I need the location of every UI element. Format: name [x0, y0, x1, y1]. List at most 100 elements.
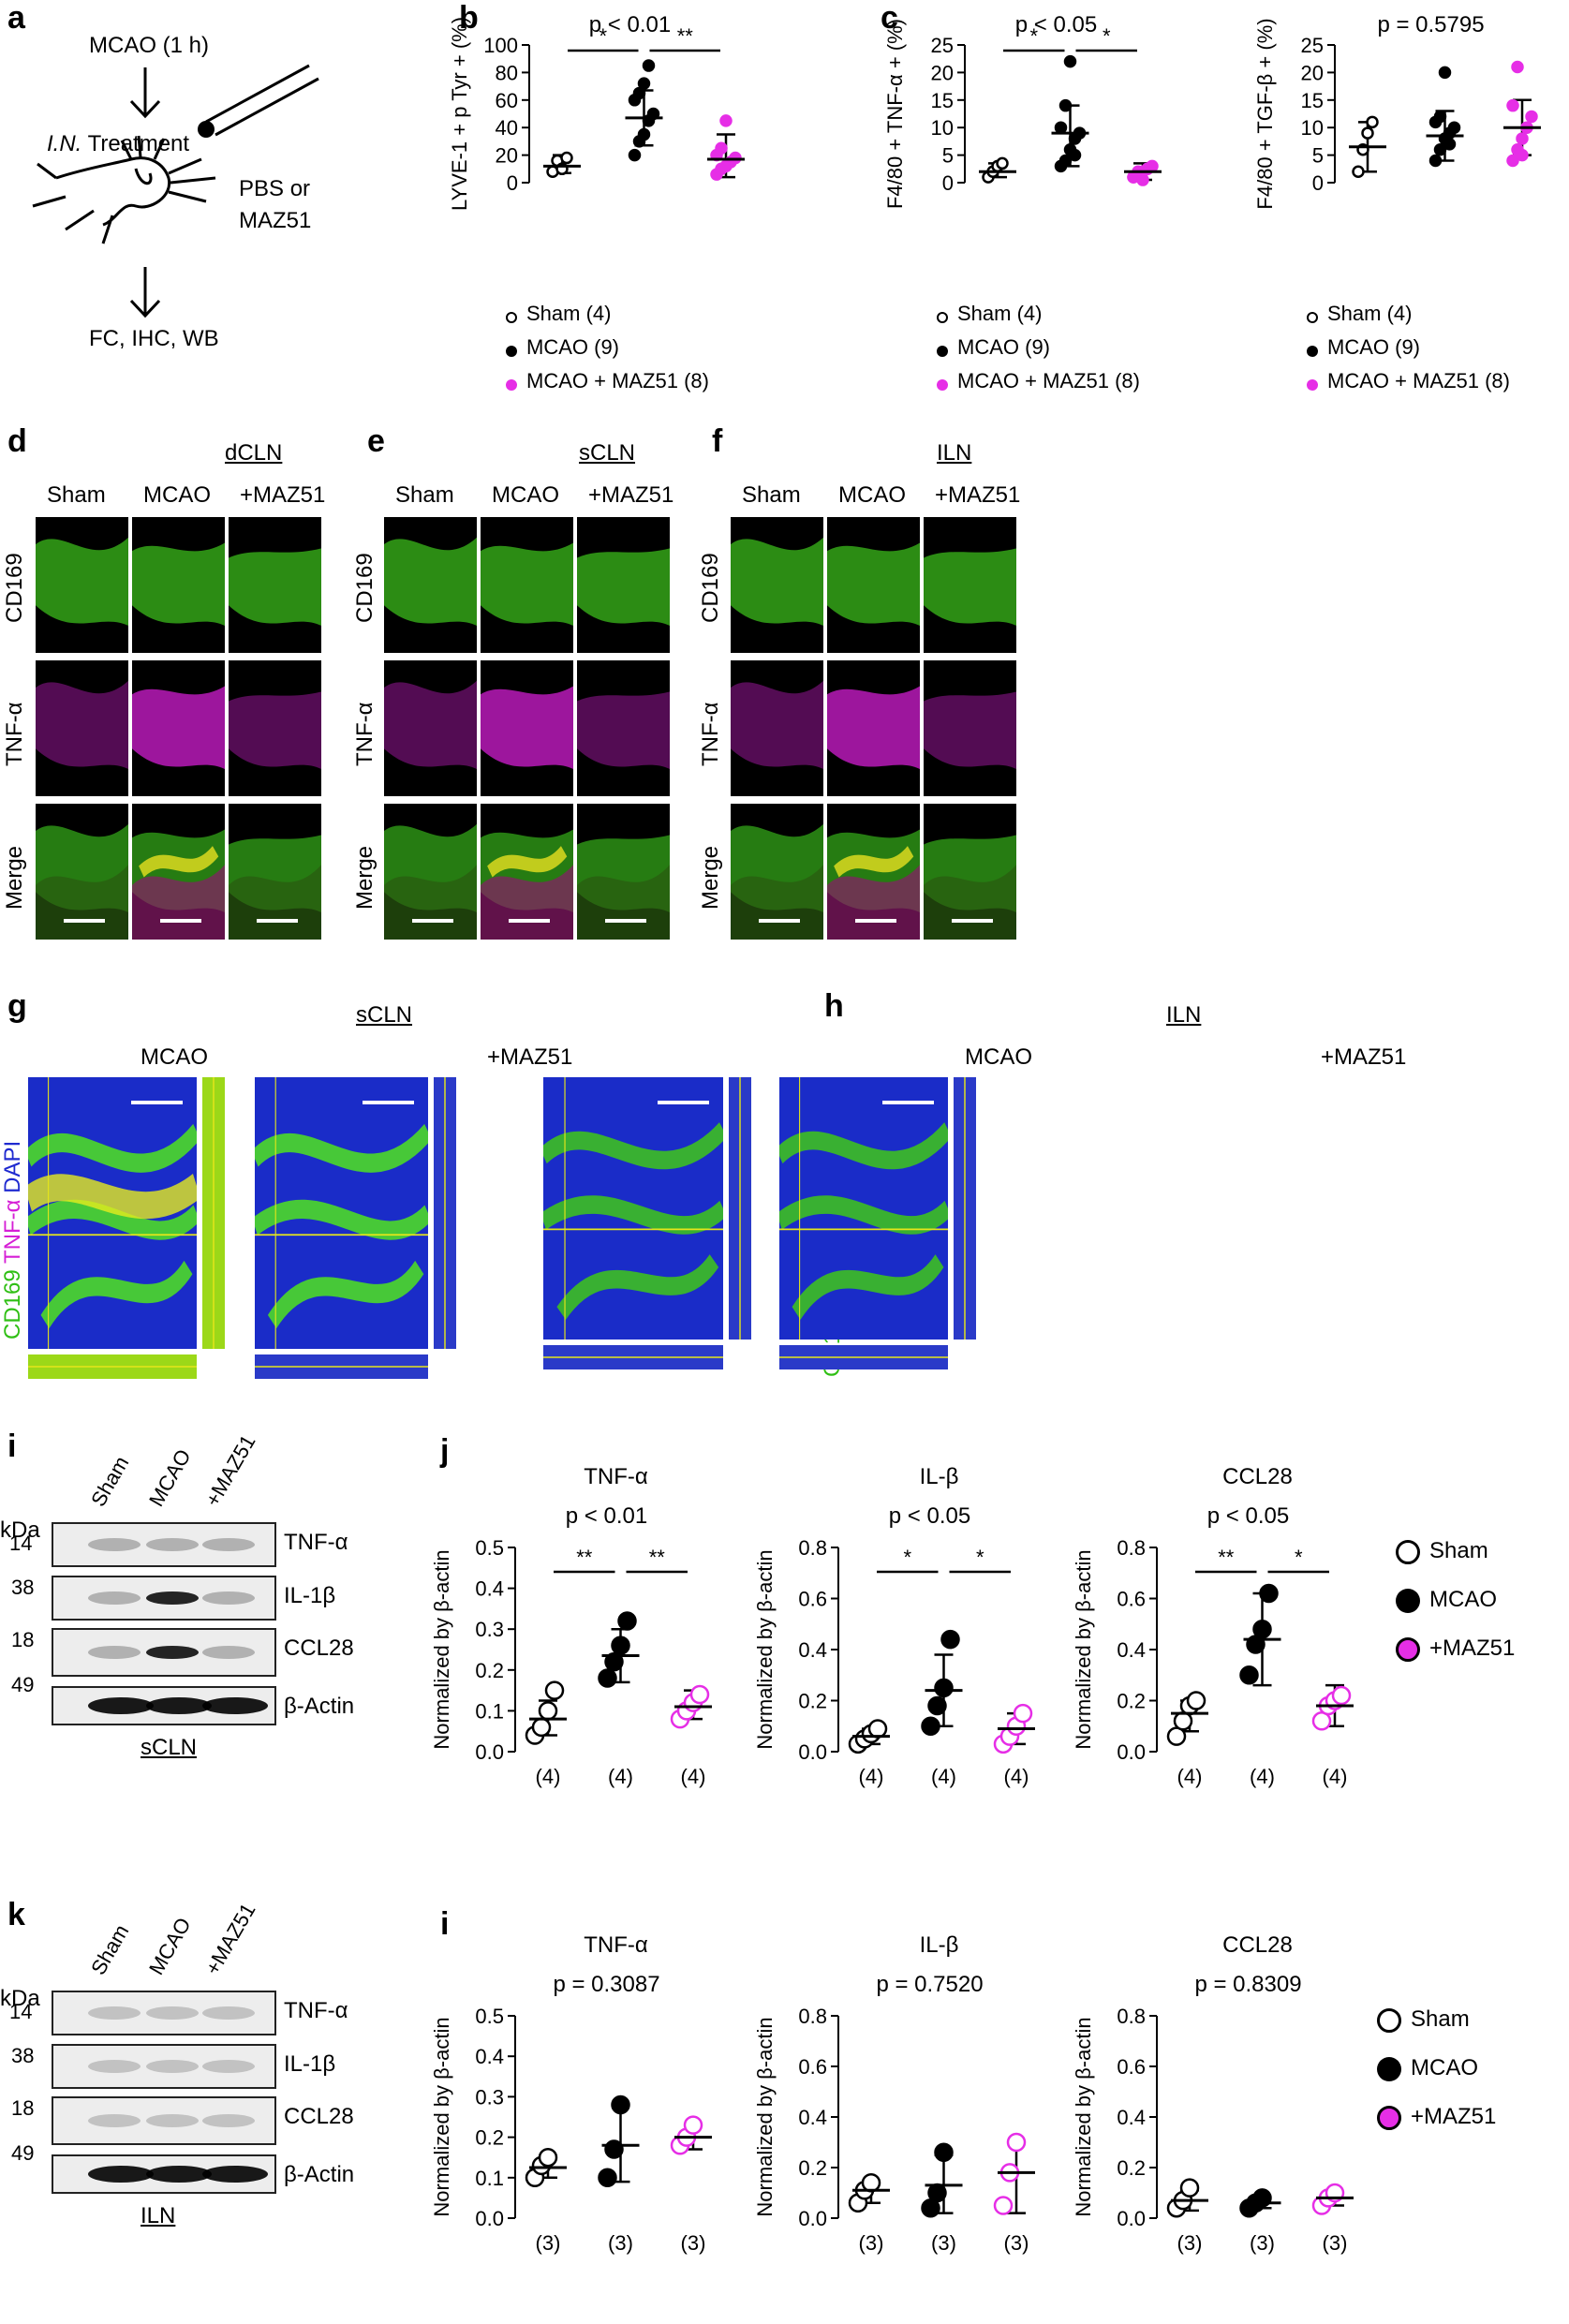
row-label: CD169 [698, 552, 723, 623]
data-point-mcao-maz51 [1136, 173, 1149, 186]
micrograph-f-r1-c1 [827, 660, 920, 796]
data-point-mcao-maz51 [1516, 132, 1529, 145]
micrograph-f-r2-c1 [827, 804, 920, 940]
orthogonal-view-bottom [779, 1345, 948, 1369]
panel-label-j: j [440, 1433, 450, 1469]
legend-marker-sham [1307, 312, 1318, 323]
micrograph-d-r1-c0 [36, 660, 128, 796]
y-tick-label: 5 [1312, 144, 1324, 168]
lane-label: MCAO [144, 1913, 196, 1979]
y-tick-label: 0.0 [475, 2207, 504, 2230]
schematic-agent-line1: PBS or [239, 176, 311, 201]
chart-title: IL-β [920, 1464, 959, 1489]
p-value: p < 0.01 [566, 1503, 647, 1529]
legend-marker-maz [1377, 2106, 1401, 2130]
colocalization-signal [139, 845, 219, 878]
title-d: dCLN [225, 440, 283, 466]
p-value: p < 0.05 [1207, 1503, 1289, 1529]
colocalization-signal [487, 845, 568, 878]
col-label: MCAO [838, 482, 906, 508]
legend-marker-mcao [937, 346, 948, 357]
cd169-signal [543, 1122, 723, 1321]
n-label: (3) [1004, 2231, 1029, 2255]
micrograph-d-r2-c2 [229, 804, 321, 940]
blot-band [88, 1646, 141, 1659]
y-tick-label: 0.4 [475, 1577, 504, 1601]
data-point-sham [560, 151, 573, 165]
significance-label: ** [1218, 1546, 1235, 1569]
scale-bar [759, 919, 800, 923]
title-g: sCLN [356, 1002, 413, 1028]
data-point-mcao [1259, 1583, 1279, 1604]
data-point-mcao [604, 1651, 624, 1672]
y-tick-label: 0.1 [475, 2167, 504, 2190]
significance-label: * [599, 24, 607, 48]
tissue-signal [384, 537, 477, 626]
data-point-mcao [598, 2168, 617, 2188]
y-tick-label: 20 [1301, 61, 1324, 84]
blot-band [146, 1697, 212, 1714]
tissue-signal-secondary [827, 865, 920, 940]
y-tick-label: 40 [496, 116, 518, 140]
mw-marker: 38 [11, 1576, 35, 1599]
row-label: CD169 [2, 552, 27, 623]
y-axis-label: F4/80 + TNF-α + (%) [883, 19, 907, 209]
micrograph-d-r0-c0 [36, 517, 128, 653]
row-label: Merge [352, 845, 377, 910]
y-tick-label: 0 [1312, 171, 1324, 195]
blot-band [88, 2006, 141, 2020]
p-value: p = 0.3087 [553, 1972, 659, 1997]
y-tick-label: 0.4 [475, 2045, 504, 2068]
chart-c2: p = 0.5795 0 5 10 15 20 25 F4/80 + TGF-β + (%) [1253, 12, 1541, 210]
chart-j-tnf: TNF-α p < 0.01 0.0 0.1 0.2 0.3 0.4 0.5 Normalize… [430, 1464, 712, 1788]
micrograph-d-r2-c0 [36, 804, 128, 940]
data-point--maz51 [993, 2196, 1014, 2215]
n-label: (4) [1323, 1765, 1348, 1788]
tissue-signal [924, 691, 1016, 769]
y-tick-label: 15 [931, 89, 954, 112]
panel-label-g: g [7, 988, 27, 1024]
micrograph-d-r1-c1 [132, 660, 225, 796]
y-tick-label: 15 [1301, 89, 1324, 112]
n-label: (3) [859, 2231, 884, 2255]
micrograph-e-r2-c1 [481, 804, 573, 940]
data-point-mcao [934, 2142, 954, 2163]
orthogonal-view-bottom [28, 1354, 197, 1379]
blot-band [146, 2060, 199, 2073]
data-point-mcao-maz51 [1516, 148, 1529, 162]
panel-label-k: k [7, 1897, 25, 1932]
y-tick-label: 0.5 [475, 1536, 504, 1560]
data-point--maz51 [689, 1684, 710, 1705]
tissue-signal [36, 680, 128, 769]
y-axis-label: F4/80 + TGF-β + (%) [1253, 18, 1277, 209]
tissue-signal-secondary [924, 865, 1016, 940]
mw-marker: 49 [11, 2141, 35, 2165]
data-point-sham [867, 1719, 888, 1739]
chart-j-il: IL-β p < 0.05 0.0 0.2 0.4 0.6 0.8 Normalized by… [753, 1464, 1035, 1788]
significance-label: * [1103, 24, 1111, 48]
mw-marker: 18 [11, 1628, 35, 1651]
blot-band [88, 1697, 154, 1714]
legend-label-mcao: MCAO (9) [957, 335, 1050, 359]
blot-tissue-label: ILN [141, 2203, 176, 2228]
mw-marker: 14 [9, 2000, 33, 2023]
scale-bar [658, 1101, 709, 1104]
y-axis-label: Normalized by β-actin [430, 1549, 453, 1749]
data-point-mcao [1054, 121, 1068, 134]
row-label: Merge [698, 845, 723, 910]
data-point-mcao [632, 86, 646, 100]
lane-label: Sham [86, 1452, 134, 1511]
data-point-mcao [642, 59, 656, 72]
chart-j-ccl28: CCL28 p < 0.05 0.0 0.2 0.4 0.6 0.8 Normalized b… [1072, 1464, 1354, 1788]
blot-band [88, 1591, 141, 1605]
data-point-sham [1352, 165, 1365, 178]
y-tick-label: 10 [1301, 116, 1324, 140]
y-tick-label: 0.2 [798, 2156, 827, 2180]
legend-label-sham: Sham (4) [1327, 302, 1413, 325]
tissue-signal [481, 686, 573, 769]
significance-label: ** [576, 1546, 593, 1569]
significance-label: * [976, 1546, 984, 1569]
p-value: p < 0.05 [1015, 12, 1097, 37]
n-label: (4) [608, 1765, 633, 1788]
cd169-signal [28, 1123, 197, 1329]
